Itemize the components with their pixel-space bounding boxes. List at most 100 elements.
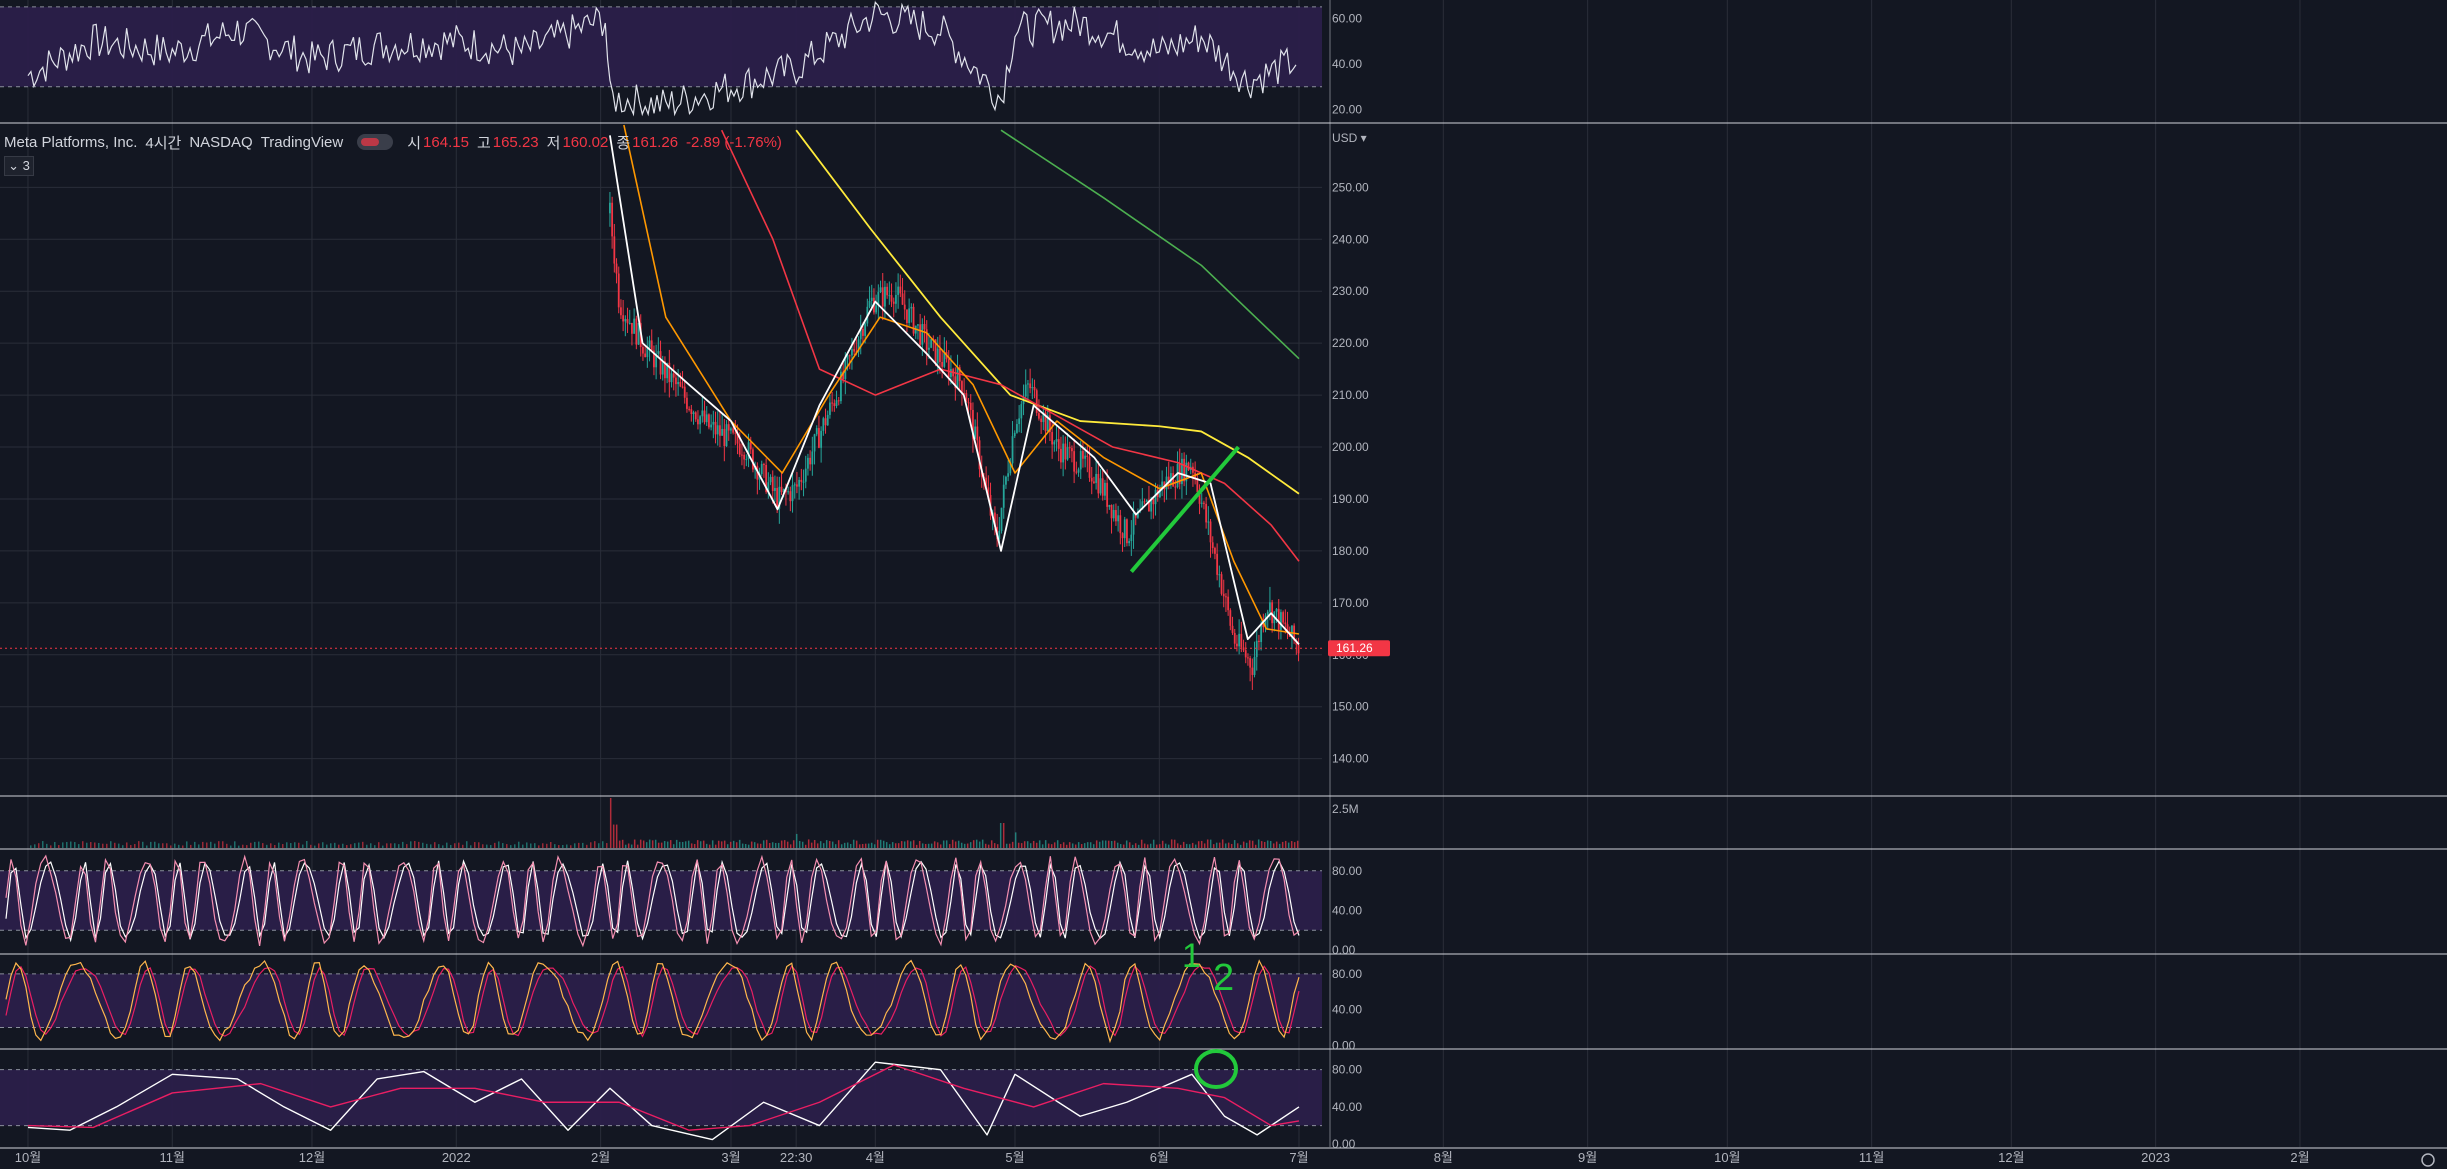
interval[interactable]: 4시간 <box>145 134 182 152</box>
candle-body <box>807 457 809 469</box>
candle-body <box>628 323 631 325</box>
candle-body <box>626 318 629 324</box>
volume-bar <box>921 843 924 848</box>
volume-bar <box>1206 839 1209 848</box>
volume-bar <box>1140 839 1143 848</box>
volume-bar <box>882 840 885 848</box>
x-tick-label: 9월 <box>1578 1150 1597 1165</box>
y-tick-label: 60.00 <box>1332 11 1362 25</box>
volume-bar <box>438 844 440 848</box>
volume-bar <box>1026 841 1029 848</box>
candle-body <box>1024 384 1027 397</box>
candle-body <box>694 412 697 420</box>
volume-bar <box>885 842 888 848</box>
candle-body <box>1145 500 1148 502</box>
candle-body <box>899 286 902 294</box>
candle-body <box>1154 489 1157 505</box>
volume-bar <box>834 844 837 848</box>
volume-bar <box>702 840 705 848</box>
candle-body <box>1161 481 1164 490</box>
candle-body <box>1031 387 1034 389</box>
candle-body <box>1286 624 1289 633</box>
volume-bar <box>1053 842 1056 848</box>
symbol-name[interactable]: Meta Platforms, Inc. <box>4 133 138 151</box>
candle-body <box>903 304 906 310</box>
candle-body <box>787 491 790 493</box>
candle-body <box>923 324 926 330</box>
volume-bar <box>490 844 492 848</box>
volume-bar <box>843 842 846 848</box>
candle-body <box>771 476 774 492</box>
volume-bar <box>789 844 792 848</box>
volume-bar <box>1023 841 1026 848</box>
volume-bar <box>1188 844 1191 848</box>
settings-gear-icon[interactable] <box>2421 1153 2435 1167</box>
volume-bar <box>636 844 639 848</box>
candle-body <box>679 382 682 387</box>
candle-body <box>1101 478 1104 496</box>
volume-bar <box>310 844 312 848</box>
candle-body <box>1073 451 1076 472</box>
annotation-2: 2 <box>1213 957 1234 999</box>
candle-body <box>1093 481 1095 483</box>
candle-body <box>1112 510 1115 519</box>
candle-body <box>661 361 664 375</box>
candle-body <box>796 484 798 487</box>
candle-body <box>965 393 968 403</box>
y-tick-label: 190.00 <box>1332 492 1369 506</box>
candle-body <box>815 428 818 435</box>
volume-bar <box>1098 841 1101 848</box>
candle-body <box>633 318 636 334</box>
volume-bar <box>723 840 726 848</box>
candle-body <box>1106 482 1109 507</box>
volume-bar <box>1095 840 1098 848</box>
open-label: 시 <box>407 134 422 152</box>
candle-body <box>1117 515 1120 522</box>
candle-body <box>631 323 633 334</box>
volume-bar <box>1122 844 1125 848</box>
volume-bar <box>1044 840 1047 848</box>
candle-body <box>1079 451 1082 470</box>
candle-body <box>1057 439 1060 449</box>
volume-bar <box>1092 844 1095 848</box>
volume-bar <box>1131 844 1134 848</box>
volume-bar <box>254 841 256 848</box>
volume-bar <box>270 843 272 848</box>
high-value: 165.23 <box>492 133 539 151</box>
oscillator-band <box>0 870 1322 931</box>
low-label: 저 <box>546 134 561 152</box>
collapse-indicators-button[interactable]: ⌄ 3 <box>4 156 34 176</box>
candle-body <box>683 386 686 398</box>
volume-bar <box>663 841 666 848</box>
volume-bar <box>951 839 954 848</box>
volume-bar <box>518 841 520 848</box>
volume-bar <box>1221 839 1224 848</box>
exchange: NASDAQ <box>189 133 253 151</box>
volume-bar <box>675 839 678 848</box>
candle-body <box>697 419 699 425</box>
volume-bar <box>62 842 64 848</box>
candle-body <box>892 301 895 304</box>
volume-bar <box>594 841 596 848</box>
annotation-1: 1 <box>1182 937 1201 975</box>
candle-body <box>846 355 849 360</box>
volume-bar <box>828 840 831 848</box>
y-tick-label: 150.00 <box>1332 700 1369 714</box>
visibility-toggle[interactable] <box>357 134 394 150</box>
volume-bar <box>969 842 972 848</box>
volume-bar <box>696 840 699 848</box>
candle-body <box>1238 633 1241 647</box>
volume-bar <box>726 844 729 848</box>
volume-bar <box>858 844 861 848</box>
candle-body <box>1062 443 1065 463</box>
volume-bar <box>590 842 592 848</box>
volume-bar <box>278 842 280 848</box>
candle-body <box>1269 602 1271 612</box>
candle-body <box>1211 542 1214 549</box>
volume-bar <box>66 841 68 848</box>
candle-body <box>767 482 770 492</box>
volume-bar <box>831 841 834 848</box>
candle-body <box>1174 486 1177 488</box>
x-tick-label: 22:30 <box>780 1150 813 1165</box>
